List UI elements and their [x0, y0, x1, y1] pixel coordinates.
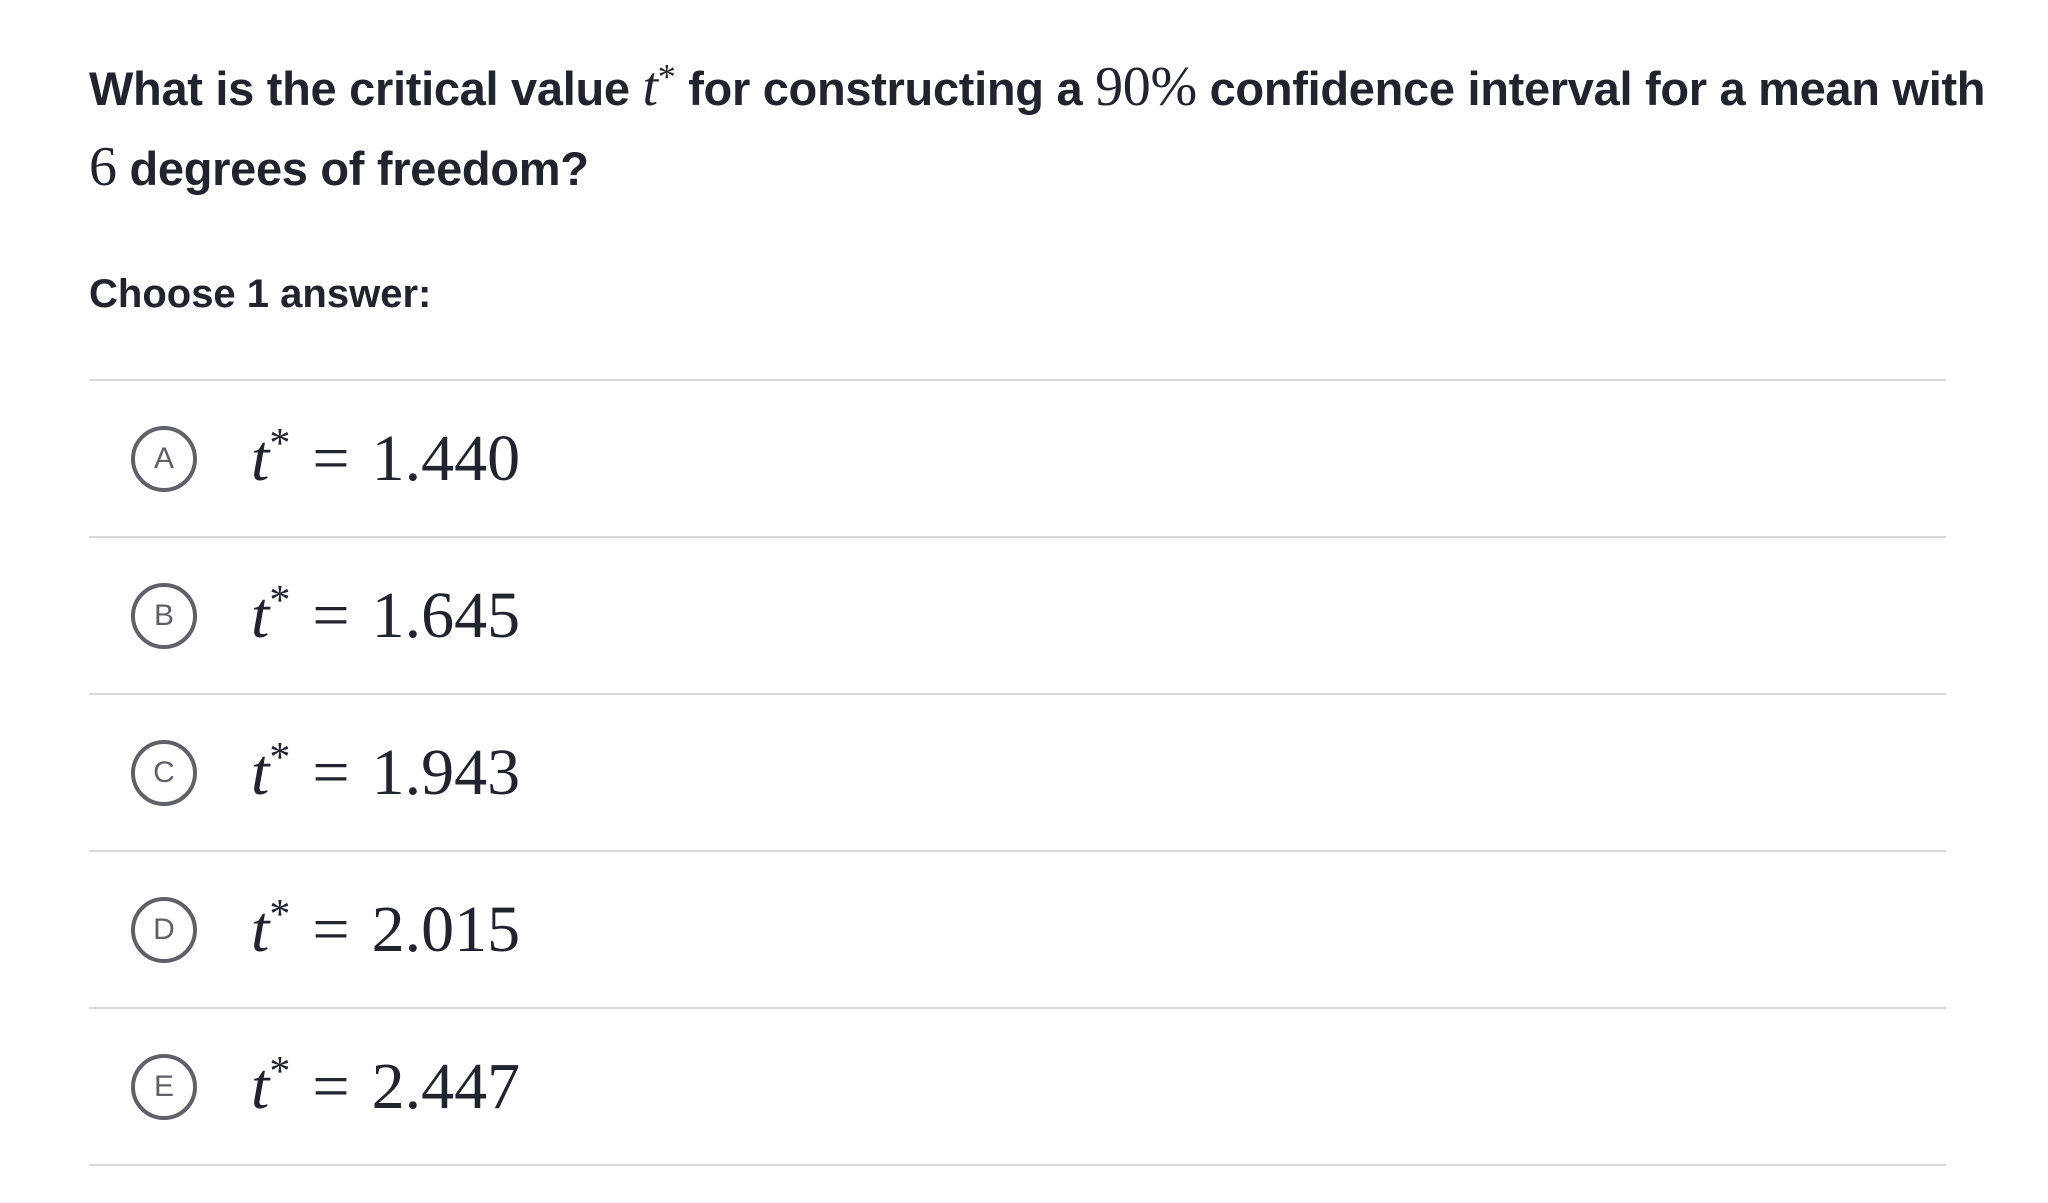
choice-letter: C — [131, 739, 197, 806]
value: 1.440 — [371, 421, 521, 495]
prompt: Choose 1 answer: — [89, 272, 432, 316]
question-text: for constructing a — [675, 62, 1096, 115]
choice-expression: t* = 2.447 — [251, 1049, 520, 1125]
operator: = — [312, 578, 350, 652]
choice-letter: D — [131, 896, 197, 963]
superscript: * — [269, 1048, 291, 1095]
variable: t — [251, 578, 270, 652]
question-text: confidence interval for a mean with — [1196, 62, 1986, 115]
choice-letter: E — [131, 1053, 197, 1120]
superscript: * — [269, 734, 291, 781]
superscript: * — [269, 577, 291, 624]
question-mathup: 90% — [1095, 56, 1197, 118]
question-text: What is the critical value — [89, 62, 643, 115]
operator: = — [312, 421, 350, 495]
superscript: * — [269, 891, 291, 938]
choice-letter: B — [131, 582, 197, 649]
operator: = — [312, 1049, 350, 1123]
operator: = — [312, 892, 350, 966]
question-math: t — [642, 56, 658, 118]
question-text: degrees of freedom? — [116, 142, 589, 195]
choice-expression: t* = 1.645 — [251, 578, 520, 654]
superscript: * — [269, 420, 291, 467]
choice-expression: t* = 1.943 — [251, 735, 520, 811]
variable: t — [251, 892, 270, 966]
choice-letter: A — [131, 425, 197, 492]
value: 2.447 — [371, 1049, 521, 1123]
question: What is the critical value t* for constr… — [89, 48, 1989, 208]
question-mathup: 6 — [89, 136, 117, 198]
choice-expression: t* = 1.440 — [251, 421, 520, 497]
choice-expression: t* = 2.015 — [251, 892, 520, 968]
variable: t — [251, 735, 270, 809]
operator: = — [312, 735, 350, 809]
value: 1.645 — [371, 578, 521, 652]
value: 2.015 — [371, 892, 521, 966]
variable: t — [251, 421, 270, 495]
value: 1.943 — [371, 735, 521, 809]
variable: t — [251, 1049, 270, 1123]
question-sup: * — [657, 56, 676, 97]
